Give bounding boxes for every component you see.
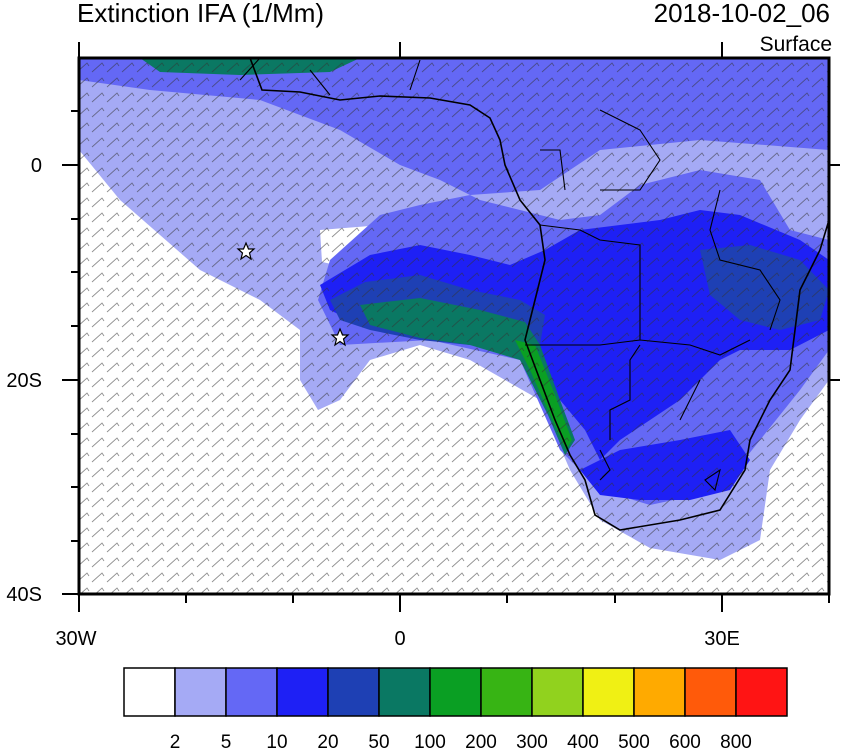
colorbar-tick-label: 5 [221, 732, 232, 750]
colorbar-tick-label: 100 [414, 732, 446, 750]
colorbar: 2 5 10 20 50 100 200 300 400 500 600 800 [123, 667, 788, 750]
country-borders [239, 58, 781, 492]
station-star-west [236, 241, 256, 261]
lon-label-0: 0 [394, 628, 405, 650]
colorbar-swatch [327, 667, 380, 717]
wind-barbs [79, 58, 829, 594]
colorbar-tick-label: 20 [317, 732, 338, 750]
colorbar-swatch [684, 667, 737, 717]
colorbar-swatch [531, 667, 584, 717]
lat-label-20s: 20S [6, 370, 42, 392]
colorbar-tick-label: 200 [465, 732, 497, 750]
colorbar-tick-label: 400 [567, 732, 599, 750]
plot-area [79, 58, 829, 594]
colorbar-swatch [582, 667, 635, 717]
lon-label-30e: 30E [704, 628, 740, 650]
colorbar-swatch [735, 667, 788, 717]
lat-label-0: 0 [31, 155, 42, 177]
colorbar-tick-label: 600 [669, 732, 701, 750]
colorbar-swatch [276, 667, 329, 717]
valid-datetime: 2018-10-02_06 [653, 0, 830, 28]
station-star-east [330, 327, 350, 347]
axis-ticks [62, 42, 840, 612]
colorbar-tick-label: 300 [516, 732, 548, 750]
colorbar-tick-label: 500 [618, 732, 650, 750]
colorbar-swatch [123, 667, 176, 717]
colorbar-swatch [633, 667, 686, 717]
colorbar-swatch [378, 667, 431, 717]
colorbar-swatch [480, 667, 533, 717]
colorbar-tick-label: 2 [170, 732, 181, 750]
colorbar-tick-label: 800 [720, 732, 752, 750]
colorbar-tick-label: 10 [266, 732, 287, 750]
colorbar-swatch [174, 667, 227, 717]
colorbar-swatch [225, 667, 278, 717]
lon-label-30w: 30W [55, 628, 96, 650]
colorbar-tick-label: 50 [368, 732, 389, 750]
colorbar-swatch [429, 667, 482, 717]
map-title: Extinction IFA (1/Mm) [77, 0, 325, 28]
lat-label-40s: 40S [6, 584, 42, 606]
africa-coastline [249, 58, 829, 531]
level-label: Surface [759, 33, 832, 56]
